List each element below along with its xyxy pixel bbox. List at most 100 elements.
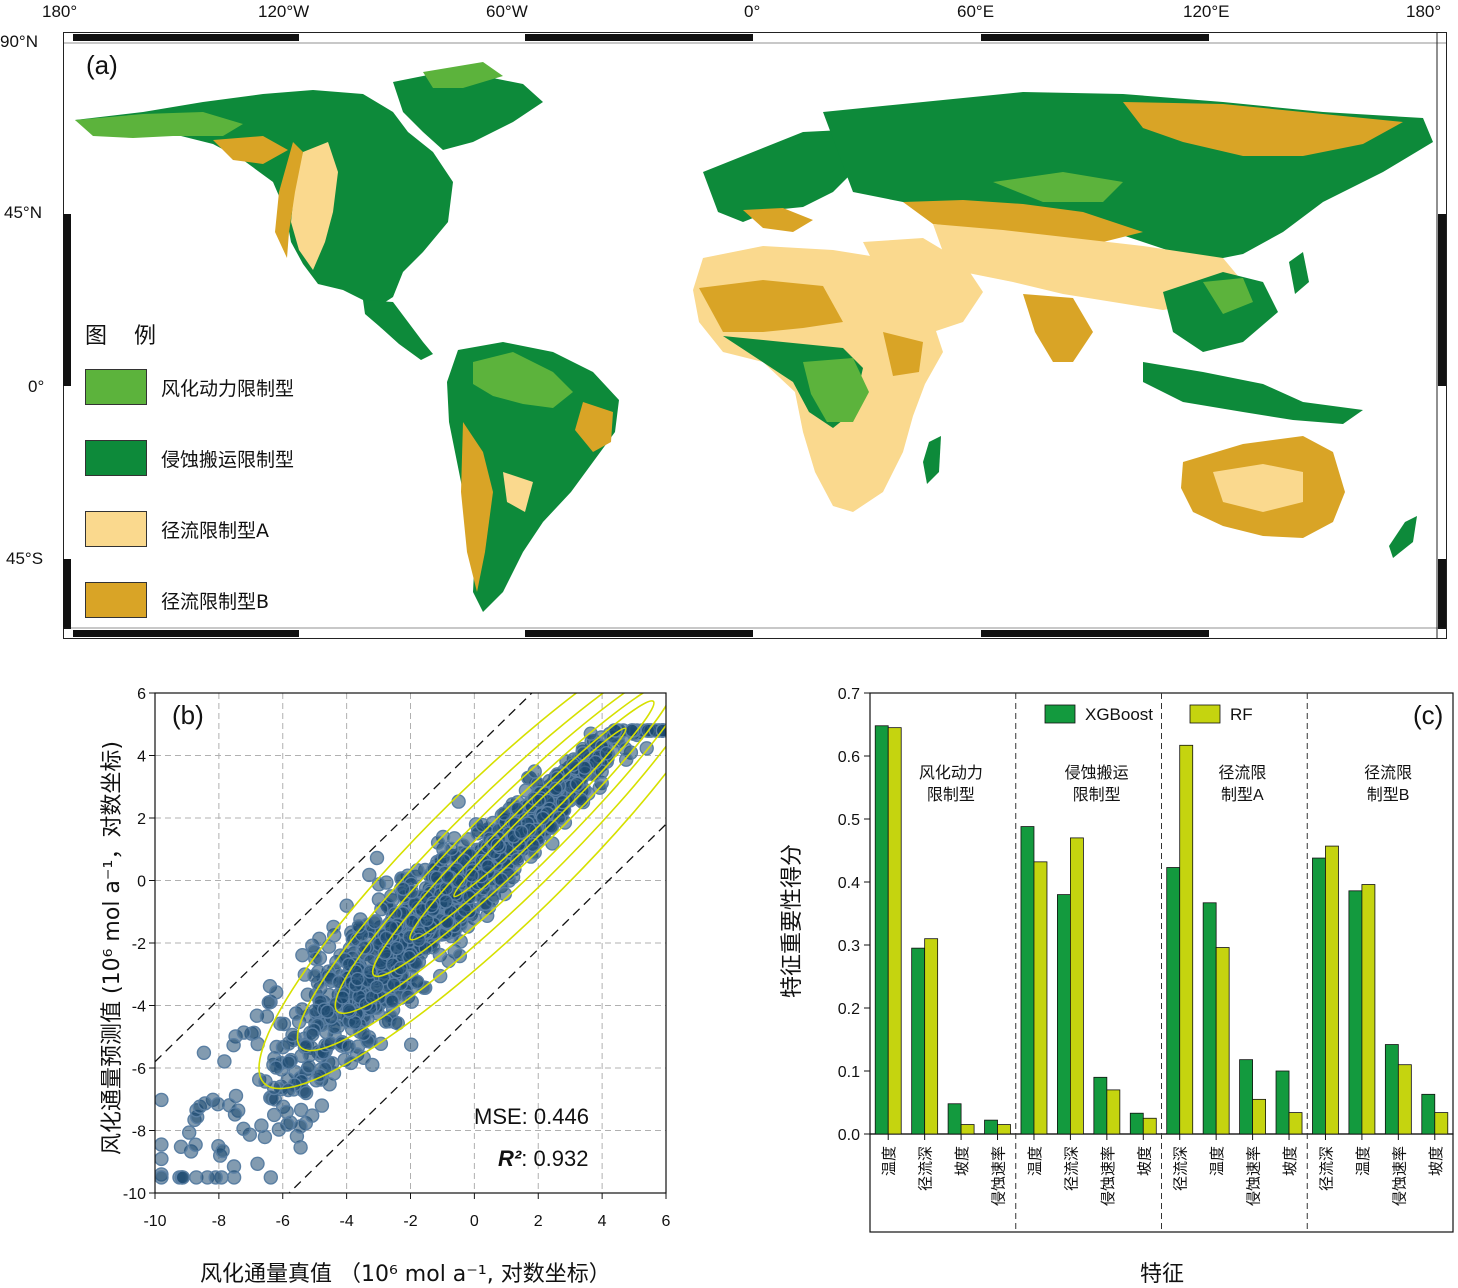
scatter-point	[155, 1170, 169, 1185]
scatter-point	[362, 867, 377, 883]
category-label: 侵蚀速率	[991, 1146, 1008, 1206]
bar-xlabel: 特征	[1140, 1262, 1185, 1287]
density-contour	[334, 693, 666, 1015]
y-tick-label: 4	[137, 749, 146, 766]
bar-rf	[1252, 1098, 1266, 1135]
group-title: 限制型	[927, 786, 975, 804]
scatter-point	[544, 819, 559, 835]
scatter-point	[490, 837, 505, 853]
scatter-point	[510, 852, 525, 867]
category-label: 侵蚀速率	[1246, 1146, 1263, 1206]
bar-rf	[1142, 1117, 1157, 1135]
scatter-xlabel: 风化通量真值 （10⁶ mol a⁻¹, 对数坐标）	[200, 1262, 611, 1287]
density-contour	[258, 693, 666, 1090]
scatter-point	[410, 974, 425, 990]
x-tick-label: 6	[662, 1213, 671, 1230]
scatter-point	[196, 1045, 212, 1060]
x-tick-label: 4	[598, 1213, 607, 1230]
scatter-point	[259, 1009, 275, 1024]
x-tick-label: 0	[470, 1213, 479, 1230]
scatter-point	[599, 745, 614, 761]
bar-ylabel: 特征重要性得分	[780, 844, 805, 999]
world-map	[63, 32, 1447, 639]
category-label: 温度	[1355, 1146, 1372, 1176]
scatter-point	[300, 987, 315, 1002]
legend-swatch	[1189, 704, 1221, 724]
scatter-point	[525, 837, 541, 853]
density-contour	[453, 727, 627, 898]
x-tick-label: -8	[212, 1213, 226, 1230]
scatter-point	[430, 835, 446, 850]
group-title: 径流限	[1364, 764, 1412, 782]
points-group	[155, 693, 666, 1185]
legend-label: 风化动力限制型	[161, 377, 295, 400]
scatter-point	[618, 741, 633, 757]
x-tick-label: -6	[276, 1213, 290, 1230]
scatter-point	[341, 1002, 356, 1018]
bar-rf	[924, 938, 939, 1135]
category-label: 坡度	[1136, 1146, 1153, 1176]
legend-swatch	[85, 369, 147, 405]
scatter-point	[155, 1092, 169, 1108]
y-tick-label: -8	[132, 1124, 146, 1141]
scatter-point	[285, 1027, 300, 1043]
y-tick-label: 0.3	[838, 938, 860, 955]
scatter-point	[453, 934, 468, 949]
scatter-point	[639, 741, 654, 756]
legend-item: 径流限制型A	[85, 510, 294, 548]
bar-rf	[887, 727, 902, 1135]
legend-swatch	[85, 440, 147, 476]
category-label: 坡度	[954, 1146, 971, 1176]
group-title: 限制型	[1073, 786, 1121, 804]
r2-symbol: R²	[498, 1146, 522, 1171]
y-tick-label: 2	[137, 811, 146, 828]
y-tick-label: 0.7	[838, 686, 860, 703]
legend-swatch	[85, 582, 147, 618]
scatter-point	[451, 794, 466, 809]
bar-rf	[1106, 1089, 1121, 1135]
panel-b-label: (b)	[172, 700, 204, 730]
scatter-point	[535, 810, 551, 826]
mse-label: MSE: 0.446	[474, 1104, 589, 1129]
scatter-point	[226, 1038, 241, 1053]
scatter-point	[281, 1055, 296, 1070]
legend-item: 侵蚀搬运限制型	[85, 439, 294, 477]
y-tick-label: 6	[137, 686, 146, 703]
group-title: 侵蚀搬运	[1065, 764, 1129, 782]
scatter-point	[390, 1016, 405, 1031]
lon-label: 60°E	[957, 2, 995, 21]
bar-xgboost	[1312, 857, 1326, 1135]
scatter-point	[236, 1121, 251, 1136]
bar-rf	[1070, 837, 1084, 1135]
y-tick-label: 0	[137, 874, 146, 891]
bar-rf	[1361, 884, 1376, 1135]
legend-label: 径流限制型B	[161, 590, 270, 613]
scatter-point	[236, 1025, 252, 1040]
x-tick-label: 2	[534, 1213, 543, 1230]
scatter-point	[371, 877, 387, 892]
bar-xgboost	[947, 1103, 962, 1135]
y-tick-label: 0.0	[838, 1127, 860, 1144]
bar-rf	[1215, 947, 1230, 1135]
lat-label: 45°N	[4, 203, 42, 222]
scatter-point	[367, 915, 382, 930]
density-contour	[371, 693, 666, 978]
scatter-point	[514, 824, 529, 840]
scatter-point	[261, 995, 276, 1010]
scatter-point	[441, 953, 456, 969]
legend-label: XGBoost	[1085, 705, 1153, 724]
scatter-point	[295, 948, 310, 963]
lon-label: 0°	[744, 2, 761, 21]
group-title: 风化动力	[919, 764, 983, 782]
bar-xgboost	[1239, 1059, 1253, 1135]
scatter-point	[227, 1107, 243, 1122]
x-tick-label: -10	[143, 1213, 166, 1230]
scatter-point	[545, 836, 560, 851]
map-border-bars	[63, 32, 1447, 639]
scatter-point	[350, 971, 365, 987]
bar-xgboost	[1057, 894, 1071, 1135]
panel-a-label: (a)	[86, 50, 118, 80]
scatter-point	[226, 1159, 242, 1174]
legend-item: 风化动力限制型	[85, 368, 294, 406]
